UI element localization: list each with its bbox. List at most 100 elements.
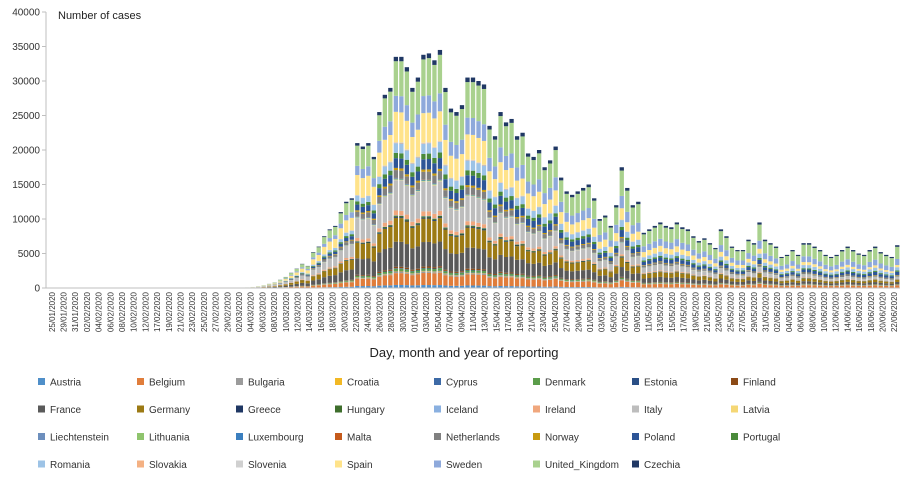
bar-segment [790,275,795,277]
bar-segment [443,174,448,180]
bar-segment [278,281,283,283]
bar-segment [421,211,426,217]
bar-segment [542,279,547,281]
bar-segment [399,268,404,269]
bar-segment [311,266,316,269]
bar-segment [294,275,299,277]
bar-segment [790,271,795,273]
legend-label: Germany [149,405,190,416]
bar-segment [492,223,498,241]
bar-segment [393,111,399,143]
bar-segment [581,281,586,288]
bar-segment [806,285,812,288]
bar-segment [823,281,828,284]
bar-segment [817,275,823,277]
bar-segment [388,170,393,176]
bar-segment [757,258,762,260]
bar-segment [432,269,437,272]
bar-segment [410,176,415,186]
bar-segment [421,268,426,271]
bar-segment [437,272,443,286]
x-tick-label: 10/06/2020 [820,291,829,332]
bar-segment [619,257,624,268]
bar-segment [625,280,630,282]
x-axis-label: Day, month and year of reporting [369,345,558,360]
bar-segment [619,254,624,257]
bar-segment [355,238,360,242]
bar-segment [608,252,613,257]
bar-segment [404,285,410,288]
bar-segment [603,267,608,269]
y-tick-label: 0 [34,284,40,295]
bar-segment [498,206,503,212]
bar-segment [884,265,889,271]
bar-segment [856,285,861,288]
bar-segment [443,223,448,228]
bar-segment [465,117,470,135]
bar-segment [393,56,399,62]
bar-segment [503,170,509,189]
bar-segment [768,255,773,262]
bar-segment [492,204,498,209]
bar-segment [559,177,564,181]
bar-segment [371,278,376,280]
bar-segment [553,216,558,225]
bar-segment [647,264,652,267]
bar-segment [614,205,619,208]
bar-segment [575,245,580,247]
bar-segment [641,265,646,266]
bar-segment [322,256,327,258]
bar-segment [581,210,586,221]
legend-label: Belgium [149,378,185,389]
bar-segment [520,223,525,241]
bar-segment [333,248,338,251]
bar-segment [597,283,602,288]
bar-segment [636,264,641,266]
bar-segment [514,244,520,246]
bar-segment [773,246,779,248]
x-tick-label: 23/05/2020 [715,291,724,332]
bar-segment [735,270,740,272]
bar-segment [344,236,349,238]
bar-segment [762,262,768,267]
bar-segment [377,152,382,177]
bar-segment [371,286,376,288]
bar-segment [812,279,817,282]
bar-segment [669,254,674,259]
bar-segment [812,264,817,267]
bar-segment [581,261,586,271]
bar-segment [652,227,657,242]
bar-segment [581,259,586,261]
bar-segment [812,258,817,265]
bar-segment [476,85,481,122]
bar-segment [680,271,685,273]
bar-segment [492,274,498,275]
bar-segment [322,257,327,260]
bar-segment [542,223,547,227]
bar-segment [388,185,393,193]
bar-segment [536,226,542,231]
bar-segment [823,271,828,274]
bar-segment [784,277,790,281]
bar-segment [421,153,426,160]
bar-segment [360,146,365,150]
bar-segment [492,275,498,277]
bar-segment [773,266,779,270]
bar-segment [542,251,547,255]
bar-segment [531,279,536,287]
bar-segment [300,286,305,288]
bar-segment [404,269,410,270]
bar-segment [498,285,503,288]
bar-segment [597,282,602,283]
bar-segment [481,191,487,199]
bar-segment [729,278,735,282]
bar-segment [707,277,713,281]
bar-segment [492,244,498,246]
bar-segment [448,178,454,187]
bar-segment [415,274,421,286]
bar-segment [404,67,410,72]
bar-segment [465,274,470,286]
bar-segment [514,274,520,275]
bar-segment [371,243,376,247]
bar-segment [333,225,338,227]
